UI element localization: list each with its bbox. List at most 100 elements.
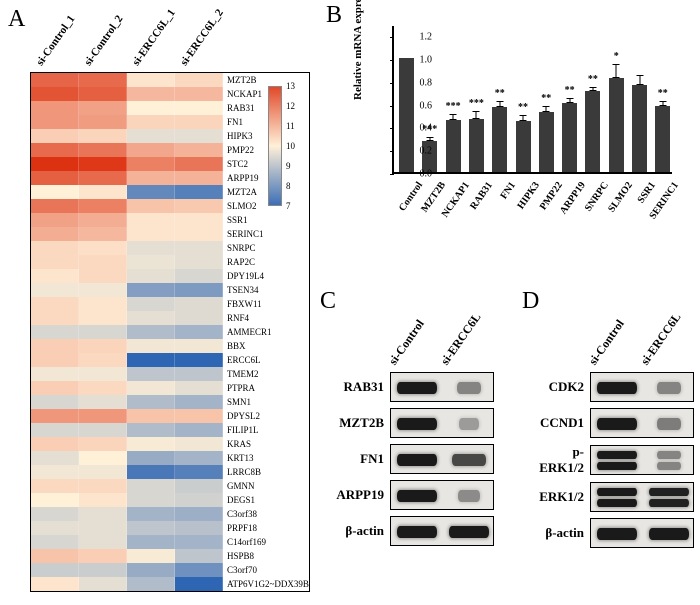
barchart-bar [539, 112, 554, 172]
blot-band [449, 526, 490, 538]
heatmap-cell [127, 227, 175, 241]
blot-row: ERK1/2 [530, 482, 694, 512]
heatmap-cell [175, 479, 223, 493]
heatmap-cell [31, 339, 79, 353]
blot-bands [390, 516, 494, 546]
barchart-ytick [390, 174, 394, 175]
heatmap-cell [31, 493, 79, 507]
heatmap-cell [127, 199, 175, 213]
heatmap-legend-bar [268, 86, 282, 206]
heatmap-cell [175, 395, 223, 409]
barchart-errorbar [523, 115, 524, 121]
blot-band [397, 382, 438, 394]
heatmap-cell [175, 283, 223, 297]
heatmap-cell [175, 269, 223, 283]
blot-row: FN1 [330, 444, 494, 474]
heatmap-cell [79, 493, 127, 507]
heatmap-col-label: si-Control_2 [82, 13, 125, 68]
heatmap-cell [31, 395, 79, 409]
heatmap-cell [31, 465, 79, 479]
barchart-ytick [390, 83, 394, 84]
heatmap-cell [175, 157, 223, 171]
barchart-errorbar [476, 111, 477, 119]
heatmap-cell [31, 409, 79, 423]
heatmap-cell [175, 437, 223, 451]
heatmap-cell [127, 129, 175, 143]
heatmap-cell [79, 381, 127, 395]
blot-band [649, 499, 688, 507]
heatmap-cell [79, 227, 127, 241]
heatmap-cell [79, 395, 127, 409]
heatmap-legend-tick: 13 [286, 81, 295, 91]
heatmap-cell [79, 507, 127, 521]
heatmap-cell [127, 381, 175, 395]
heatmap-cell [175, 143, 223, 157]
heatmap-cell [79, 451, 127, 465]
heatmap-row-label: C14orf169 [223, 535, 309, 549]
blot-row-label: MZT2B [330, 415, 390, 431]
heatmap-row-label: DEGS1 [223, 493, 309, 507]
barchart-significance: ** [588, 74, 598, 85]
heatmap-row-label: KRT13 [223, 451, 309, 465]
blot-col-label: si-Control [586, 317, 628, 368]
heatmap-cell [175, 73, 223, 87]
heatmap-cell [175, 563, 223, 577]
barchart-bar [655, 106, 670, 172]
heatmap-cell [31, 185, 79, 199]
barchart-bar [446, 120, 461, 172]
heatmap-cell [79, 73, 127, 87]
heatmap-cell [31, 171, 79, 185]
heatmap-cell [31, 381, 79, 395]
heatmap-cell [127, 423, 175, 437]
heatmap-cell [79, 241, 127, 255]
barchart-plot: ********************** [392, 26, 672, 174]
heatmap-cell [175, 185, 223, 199]
heatmap-cell [127, 213, 175, 227]
heatmap-cell [175, 199, 223, 213]
heatmap-cell [127, 101, 175, 115]
blot-band [597, 499, 638, 507]
barchart-significance: * [614, 51, 619, 62]
heatmap-row-label: C3orf38 [223, 507, 309, 521]
heatmap-cell [175, 465, 223, 479]
heatmap-cell [175, 409, 223, 423]
blot-bands [390, 480, 494, 510]
heatmap-cell [31, 549, 79, 563]
heatmap-cell [175, 493, 223, 507]
heatmap-cell [175, 227, 223, 241]
western-blot-d: si-Controlsi-ERCC6L CDK2CCND1p-ERK1/2ERK… [530, 302, 694, 554]
heatmap-row-label: RNF4 [223, 311, 309, 325]
barchart-ytick [390, 60, 394, 61]
blot-row-label: β-actin [330, 523, 390, 539]
heatmap-row-label: MZT2B [223, 73, 309, 87]
barchart-ytick-label: 0.4 [420, 123, 433, 134]
blot-row-label: CCND1 [530, 415, 590, 431]
heatmap-row-label: BBX [223, 339, 309, 353]
heatmap-legend-tick: 8 [286, 181, 291, 191]
heatmap-cell [31, 87, 79, 101]
blot-row: ARPP19 [330, 480, 494, 510]
blot-band [397, 454, 438, 466]
barchart-significance: *** [469, 98, 484, 109]
blot-band [649, 528, 690, 540]
blot-band [657, 418, 682, 430]
heatmap-row-label: PTPRA [223, 381, 309, 395]
blot-row-label: FN1 [330, 451, 390, 467]
blot-band [597, 528, 638, 540]
heatmap-cell [127, 367, 175, 381]
heatmap-cell [127, 283, 175, 297]
heatmap-cell [79, 353, 127, 367]
barchart-bar [469, 119, 484, 173]
heatmap-cell [127, 185, 175, 199]
heatmap-row-label: FBXW11 [223, 297, 309, 311]
heatmap-cell [79, 367, 127, 381]
heatmap-cell [127, 269, 175, 283]
blot-row: p-ERK1/2 [530, 444, 694, 476]
heatmap-cell [79, 423, 127, 437]
heatmap-cell [79, 325, 127, 339]
heatmap-cell [79, 269, 127, 283]
heatmap-cell [127, 493, 175, 507]
heatmap-cell [31, 115, 79, 129]
barchart-ytick [390, 37, 394, 38]
panel-label-a: A [8, 6, 25, 33]
